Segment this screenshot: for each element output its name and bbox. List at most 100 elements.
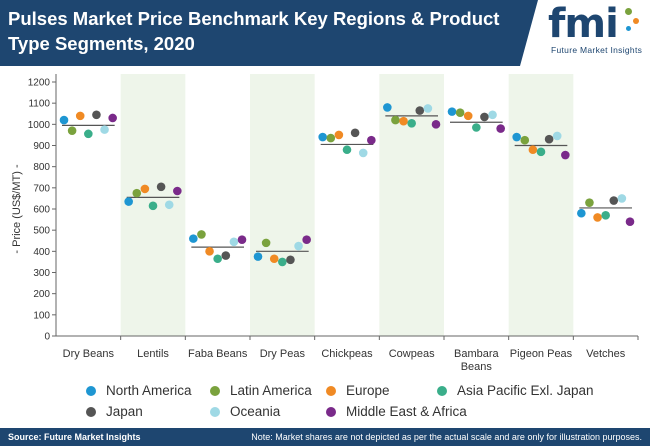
x-tick-label: Beans xyxy=(461,361,493,373)
footer-bar: Source: Future Market Insights Note: Mar… xyxy=(0,428,650,446)
y-tick-label: 500 xyxy=(33,226,50,237)
legend-item: Japan xyxy=(86,404,143,419)
data-point xyxy=(577,208,586,218)
data-point xyxy=(342,145,352,155)
y-tick-label: 200 xyxy=(33,289,50,300)
data-point xyxy=(318,132,327,142)
legend-label: Latin America xyxy=(230,383,312,398)
data-point xyxy=(59,115,69,125)
data-point xyxy=(415,106,425,115)
data-point xyxy=(383,103,392,112)
data-point xyxy=(407,118,416,128)
legend-item: Asia Pacific Exl. Japan xyxy=(437,383,594,398)
footer-source: Source: Future Market Insights xyxy=(8,432,141,442)
data-point xyxy=(391,115,400,125)
x-tick-label: Bambara xyxy=(454,348,500,360)
data-point xyxy=(552,131,562,141)
data-point xyxy=(237,235,247,244)
data-point xyxy=(173,186,182,196)
y-tick-label: 900 xyxy=(33,141,50,152)
footer-note: Note: Market shares are not depicted as … xyxy=(251,432,642,442)
data-point xyxy=(75,111,85,121)
data-point xyxy=(205,247,214,256)
y-tick-label: 800 xyxy=(33,162,50,173)
data-point xyxy=(496,124,505,133)
data-point xyxy=(609,196,619,205)
data-point xyxy=(213,254,222,264)
legend-marker xyxy=(86,406,96,417)
data-point xyxy=(463,111,473,121)
legend-marker xyxy=(210,385,220,396)
data-point xyxy=(423,104,433,113)
category-band xyxy=(250,74,315,336)
legend-label: North America xyxy=(106,383,192,398)
data-point xyxy=(100,125,109,134)
legend-item: North America xyxy=(86,383,192,398)
data-point xyxy=(269,254,279,264)
y-tick-label: 100 xyxy=(33,310,50,321)
category-band xyxy=(508,74,574,336)
x-tick-label: Dry Peas xyxy=(260,348,306,360)
data-point xyxy=(221,251,231,260)
data-point xyxy=(261,238,271,248)
data-point xyxy=(480,112,489,122)
x-tick-label: Dry Beans xyxy=(63,348,115,360)
logo-subtitle: Future Market Insights xyxy=(551,45,643,55)
data-point xyxy=(358,148,368,158)
data-point xyxy=(447,107,457,116)
y-tick-label: 1000 xyxy=(28,120,51,131)
x-tick-label: Vetches xyxy=(586,348,626,360)
data-point xyxy=(164,200,174,210)
x-tick-label: Pigeon Peas xyxy=(510,348,573,360)
y-tick-label: 1200 xyxy=(28,78,51,89)
legend-label: Japan xyxy=(106,404,143,419)
y-tick-label: 600 xyxy=(33,205,50,216)
data-point xyxy=(585,198,594,207)
data-point xyxy=(431,120,441,129)
data-point xyxy=(536,147,546,157)
category-band xyxy=(379,74,444,336)
data-point xyxy=(455,108,465,117)
x-tick-label: Lentils xyxy=(137,348,169,360)
logo-dot-orange xyxy=(633,18,639,24)
data-point xyxy=(253,252,263,261)
y-tick-label: 300 xyxy=(33,268,50,279)
data-point xyxy=(92,110,101,120)
y-tick-label: 400 xyxy=(33,247,50,258)
data-point xyxy=(294,241,303,251)
legend-item: Latin America xyxy=(210,383,312,398)
header-divider xyxy=(520,0,538,66)
logo-text: fmi xyxy=(548,1,619,47)
data-point xyxy=(326,133,336,143)
data-point xyxy=(593,213,602,222)
data-point xyxy=(334,130,344,140)
data-point xyxy=(84,129,93,139)
data-point xyxy=(124,197,133,206)
data-point xyxy=(148,201,158,211)
y-axis-label: - Price (US$/MT) - xyxy=(11,164,23,254)
data-point xyxy=(601,211,610,220)
legend-label: Oceania xyxy=(230,404,281,419)
legend-marker xyxy=(326,406,336,417)
price-benchmark-chart: 0 100 200 300 400 500 600 700 800 900 1000 1100 1200… xyxy=(11,74,639,373)
data-point xyxy=(189,234,198,243)
data-point xyxy=(520,135,530,145)
data-point xyxy=(278,257,287,267)
y-tick-label: 700 xyxy=(33,183,50,194)
data-point xyxy=(132,188,142,198)
data-point xyxy=(108,113,117,123)
data-point xyxy=(488,110,497,120)
legend-marker xyxy=(326,385,336,396)
x-tick-label: Faba Beans xyxy=(188,348,248,360)
data-point xyxy=(544,134,554,144)
y-tick-label: 0 xyxy=(44,332,50,343)
data-point xyxy=(472,123,481,132)
legend-marker xyxy=(210,406,220,417)
legend-marker xyxy=(86,385,96,396)
legend-item: Middle East & Africa xyxy=(326,404,467,419)
data-point xyxy=(399,116,408,126)
data-point xyxy=(512,132,521,142)
data-point xyxy=(156,182,166,192)
data-point xyxy=(229,237,239,247)
data-point xyxy=(617,194,627,203)
